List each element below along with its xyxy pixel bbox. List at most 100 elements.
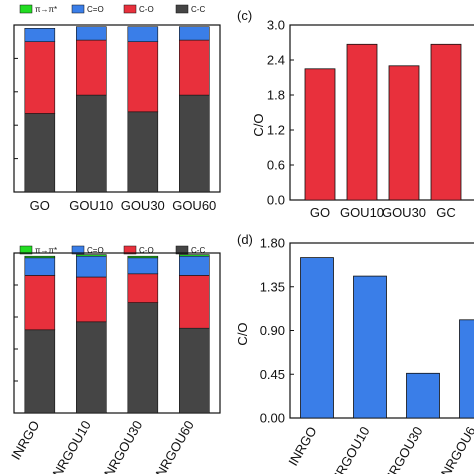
- a-bar-GOU60-C-O: [179, 39, 210, 96]
- panel-d-label: (d): [237, 232, 253, 247]
- a-bar-GO-C-C: [24, 113, 56, 193]
- c-y-tick-label: 3.0: [267, 18, 285, 33]
- panel-b-x-tick-labels: INRGO INRGOU10 INRGOU30 INRGOU60: [8, 418, 197, 474]
- b-bar-INRGO-π→π*: [24, 255, 56, 259]
- a-x-tick-label: GOU10: [69, 198, 113, 213]
- a-bar-GOU30-C=O: [127, 26, 159, 43]
- a-legend-label-C-O: C-O: [139, 5, 154, 14]
- panel-d-y-ticks: 0.00 0.45 0.90 1.35 1.80: [260, 236, 294, 426]
- b-bar-INRGOU60-C-C: [179, 327, 210, 414]
- b-bar-INRGO-C-C: [24, 329, 56, 414]
- panel-a-frame: [13, 24, 221, 193]
- c-x-tick-label: GO: [310, 205, 330, 220]
- b-x-tick-label: INRGOU30: [99, 418, 145, 474]
- c-y-tick-label: 2.4: [267, 53, 285, 68]
- b-x-tick-label: INRGOU10: [48, 418, 94, 474]
- panel-d-y-axis-title: C/O: [235, 322, 250, 345]
- b-legend-label-C-C: C-C: [191, 246, 205, 255]
- a-bar-GOU10-C-O: [76, 39, 107, 96]
- d-bar-INRGOU60: [459, 319, 474, 419]
- c-bar-GOU30: [388, 65, 420, 201]
- panel-c-frame: [289, 24, 474, 201]
- d-x-tick-label: INRGOU10: [326, 424, 372, 474]
- d-y-tick-label: 0.45: [260, 367, 285, 382]
- panel-a-stacked-chart: π→π* C=O C-O C-C GO GOU10 GOU30 GOU60: [13, 4, 221, 213]
- b-legend-swatch-C=O: [71, 245, 85, 255]
- c-bar-GOU10: [346, 43, 378, 201]
- b-bar-INRGOU10-C=O: [76, 255, 107, 278]
- d-bar-INRGOU30: [406, 372, 440, 419]
- panel-b-y-ticks: [14, 252, 18, 414]
- panel-b-bars: [24, 254, 210, 414]
- d-y-tick-label: 1.80: [260, 236, 285, 251]
- a-legend-swatch-C=O: [71, 4, 85, 14]
- b-bar-INRGOU60-π→π*: [179, 254, 210, 257]
- a-legend-swatch-π→π*: [19, 4, 33, 14]
- a-legend-swatch-C-O: [123, 4, 137, 14]
- panel-c-label: (c): [237, 8, 252, 23]
- c-y-tick-label: 1.8: [267, 88, 285, 103]
- a-bar-GO-C=O: [24, 27, 56, 42]
- d-x-tick-label: INRGOU6: [436, 424, 474, 474]
- c-x-tick-label: GC: [436, 205, 456, 220]
- panel-d-bars: [300, 257, 474, 419]
- panel-c-y-axis-title: C/O: [251, 113, 266, 136]
- b-bar-INRGOU30-C=O: [127, 257, 159, 275]
- a-bar-GO-C-O: [24, 41, 56, 114]
- b-bar-INRGOU10-π→π*: [76, 254, 107, 257]
- b-bar-INRGO-C=O: [24, 257, 56, 276]
- b-bar-INRGOU30-C-O: [127, 273, 159, 303]
- a-bar-GOU10-C=O: [76, 26, 107, 41]
- d-x-tick-label: INRGO: [285, 424, 319, 468]
- a-bar-GOU30-C-C: [127, 111, 159, 193]
- a-x-tick-label: GOU60: [172, 198, 216, 213]
- b-bar-INRGOU10-C-O: [76, 276, 107, 323]
- a-bar-GOU10-C-C: [76, 94, 107, 193]
- d-y-tick-label: 1.35: [260, 279, 285, 294]
- d-y-tick-label: 0.90: [260, 323, 285, 338]
- c-x-tick-label: GOU30: [382, 205, 426, 220]
- c-bar-GO: [304, 68, 336, 201]
- c-y-tick-label: 0.6: [267, 158, 285, 173]
- b-bar-INRGOU60-C-O: [179, 275, 210, 329]
- panel-d-x-tick-labels: INRGO INRGOU10 INRGOU30 INRGOU6: [285, 424, 474, 474]
- c-bar-GOU60: [430, 43, 462, 201]
- d-bar-INRGO: [300, 257, 334, 419]
- b-x-tick-label: INRGO: [8, 418, 42, 462]
- a-legend-swatch-C-C: [175, 4, 189, 14]
- d-y-tick-label: 0.00: [260, 411, 285, 426]
- a-x-tick-label: GOU30: [121, 198, 165, 213]
- d-bar-INRGOU10: [353, 275, 387, 419]
- a-bar-GOU60-C=O: [179, 26, 210, 41]
- panel-d-ratio-chart: (d) C/O 0.000.450.901.351.80 INRGO INRGOU…: [235, 232, 474, 474]
- b-legend-swatch-C-O: [123, 245, 137, 255]
- b-bar-INRGOU60-C=O: [179, 255, 210, 276]
- panel-b-legend: π→π* C=O C-O C-C: [19, 245, 205, 255]
- b-legend-label-C=O: C=O: [87, 246, 104, 255]
- b-legend-label-π→π*: π→π*: [35, 246, 57, 255]
- c-x-tick-label: GOU10: [340, 205, 384, 220]
- b-bar-INRGOU30-π→π*: [127, 255, 159, 259]
- a-legend-label-π→π*: π→π*: [35, 5, 57, 14]
- a-bar-GOU60-C-C: [179, 94, 210, 193]
- b-bar-INRGOU30-C-C: [127, 302, 159, 414]
- panel-b-stacked-chart: π→π* C=O C-O C-C INRGO INRGOU10 INRGOU30 INRGO…: [8, 245, 221, 474]
- panel-b-frame: [13, 252, 221, 414]
- panel-c-bars: [304, 43, 462, 201]
- b-bar-INRGO-C-O: [24, 275, 56, 331]
- a-legend-label-C=O: C=O: [87, 5, 104, 14]
- c-y-tick-label: 0.0: [267, 193, 285, 208]
- panel-c-y-ticks: 0.0 0.6 1.2 1.8 2.4 3.0: [267, 18, 294, 208]
- a-bar-GOU30-C-O: [127, 41, 159, 113]
- b-bar-INRGOU10-C-C: [76, 321, 107, 414]
- panel-a-y-ticks: [14, 24, 18, 193]
- b-legend-label-C-O: C-O: [139, 246, 154, 255]
- b-legend-swatch-π→π*: [19, 245, 33, 255]
- d-x-tick-label: INRGOU30: [379, 424, 425, 474]
- b-x-tick-label: INRGOU60: [151, 418, 197, 474]
- c-y-tick-label: 1.2: [267, 123, 285, 138]
- panel-a-legend: π→π* C=O C-O C-C: [19, 4, 205, 14]
- panel-a-bars: [24, 26, 210, 193]
